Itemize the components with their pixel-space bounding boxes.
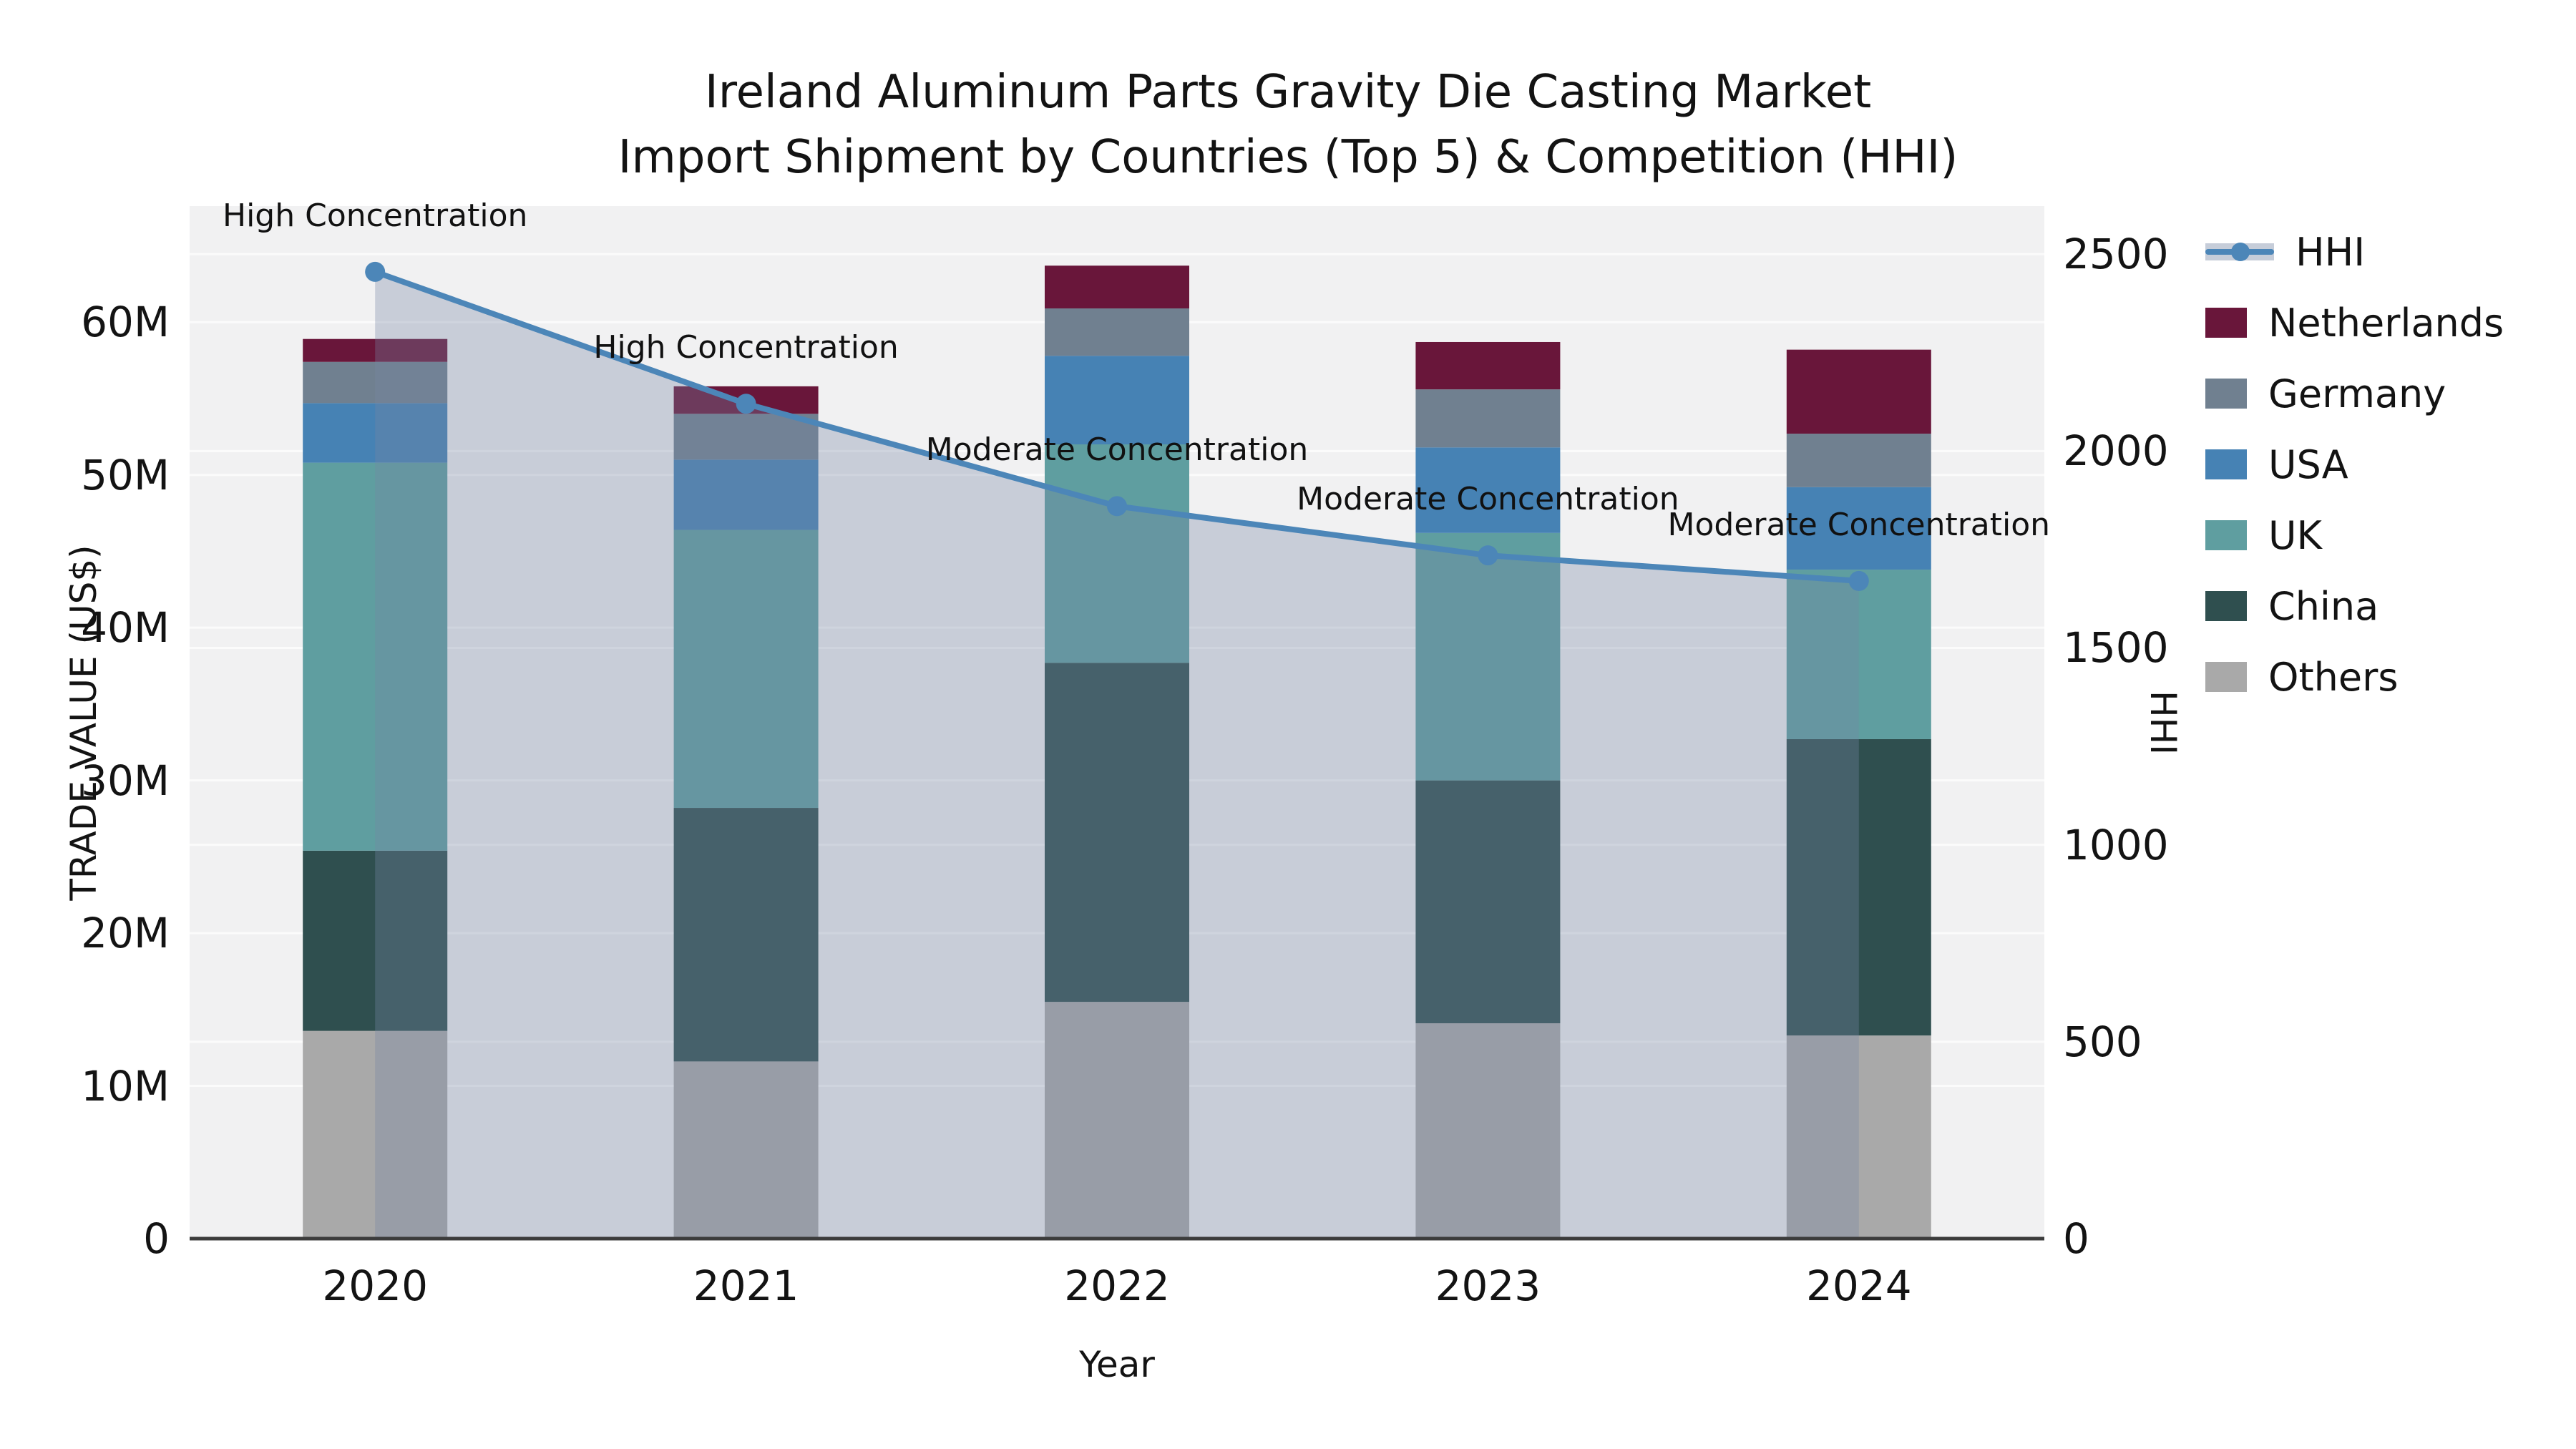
y-right-tick-0: 0 — [2063, 1214, 2089, 1263]
legend-swatch-icon — [2205, 662, 2247, 692]
bar-segment-2020-china — [303, 850, 448, 1031]
y-left-tick-60M: 60M — [81, 298, 170, 347]
legend-label: Others — [2268, 654, 2399, 700]
y-left-tick-10M: 10M — [81, 1061, 170, 1111]
bar-segment-2021-others — [673, 1061, 819, 1239]
legend-label: UK — [2268, 512, 2322, 558]
legend-item-hhi: HHI — [2205, 229, 2504, 275]
bar-segment-2023-netherlands — [1415, 341, 1561, 390]
bar-segment-2020-germany — [303, 361, 448, 404]
legend-swatch-icon — [2205, 379, 2247, 409]
bar-segment-2022-uk — [1045, 444, 1189, 663]
hhi-marker-2020 — [365, 261, 386, 282]
bar-segment-2021-usa — [673, 459, 819, 530]
hhi-marker-2021 — [736, 394, 756, 414]
bar-segment-2022-china — [1045, 663, 1189, 1002]
bar-segment-2024-uk — [1786, 570, 1931, 739]
x-tick-2021: 2021 — [693, 1262, 799, 1310]
legend-item-germany: Germany — [2205, 371, 2504, 416]
bar-segment-2021-uk — [673, 530, 819, 809]
legend-item-uk: UK — [2205, 512, 2504, 558]
legend-swatch-icon — [2205, 449, 2247, 479]
legend-item-china: China — [2205, 583, 2504, 629]
bar-segment-2024-others — [1786, 1035, 1931, 1239]
legend-label: HHI — [2296, 229, 2366, 275]
bar-segment-2024-germany — [1786, 434, 1931, 487]
hhi-marker-2024 — [1848, 570, 1869, 591]
bar-segment-2022-others — [1045, 1002, 1189, 1239]
legend-swatch-icon — [2205, 308, 2247, 338]
legend-swatch-icon — [2205, 591, 2247, 621]
hhi-line-swatch-icon — [2205, 237, 2274, 267]
hhi-area-fill — [375, 271, 1859, 1239]
y-left-tick-50M: 50M — [81, 450, 170, 499]
bar-segment-2020-netherlands — [303, 338, 448, 362]
bar-segment-2024-china — [1786, 738, 1931, 1036]
y-left-axis-title: TRADE VALUE (US$) — [63, 545, 104, 901]
y-right-axis-title: HHI — [2142, 691, 2184, 755]
bar-segment-2022-netherlands — [1045, 265, 1189, 309]
bar-segment-2020-others — [303, 1030, 448, 1239]
legend-swatch-icon — [2205, 520, 2247, 550]
legend: HHI Netherlands Germany USA UK China Others — [2205, 229, 2504, 700]
x-tick-2024: 2024 — [1805, 1262, 1912, 1310]
annotation-2024: Moderate Concentration — [1667, 506, 2051, 543]
bar-segment-2022-germany — [1045, 308, 1189, 356]
y-left-tick-30M: 30M — [81, 756, 170, 805]
legend-item-netherlands: Netherlands — [2205, 300, 2504, 346]
bar-segment-2023-usa — [1415, 447, 1561, 533]
legend-item-usa: USA — [2205, 441, 2504, 487]
legend-label: Netherlands — [2268, 300, 2504, 346]
legend-label: USA — [2268, 441, 2348, 487]
hhi-marker-2022 — [1107, 496, 1127, 517]
bar-segment-2022-usa — [1045, 356, 1189, 444]
y-right-tick-2000: 2000 — [2063, 426, 2169, 476]
y-right-tick-500: 500 — [2063, 1017, 2142, 1066]
bar-segment-2020-usa — [303, 403, 448, 463]
x-tick-2023: 2023 — [1435, 1262, 1541, 1310]
x-tick-2022: 2022 — [1064, 1262, 1170, 1310]
legend-label: Germany — [2268, 371, 2446, 416]
annotation-2020: High Concentration — [222, 197, 528, 234]
annotation-2021: High Concentration — [593, 329, 899, 366]
bar-segment-2023-germany — [1415, 389, 1561, 448]
x-axis-title: Year — [1079, 1344, 1155, 1385]
y-right-tick-1500: 1500 — [2063, 623, 2169, 673]
legend-label: China — [2268, 583, 2379, 629]
bar-segment-2023-others — [1415, 1023, 1561, 1239]
bar-segment-2024-usa — [1786, 487, 1931, 570]
legend-item-others: Others — [2205, 654, 2504, 700]
chart-title-line1: Ireland Aluminum Parts Gravity Die Casti… — [704, 66, 1872, 119]
chart-title: Ireland Aluminum Parts Gravity Die Casti… — [0, 60, 2576, 190]
bar-segment-2024-netherlands — [1786, 349, 1931, 434]
y-left-tick-20M: 20M — [81, 909, 170, 958]
y-left-tick-40M: 40M — [81, 603, 170, 653]
annotation-2022: Moderate Concentration — [925, 431, 1309, 469]
bar-segment-2021-china — [673, 808, 819, 1062]
hhi-marker-2023 — [1478, 545, 1498, 566]
bar-segment-2020-uk — [303, 462, 448, 851]
chart-title-line2: Import Shipment by Countries (Top 5) & C… — [618, 130, 1958, 184]
y-right-tick-2500: 2500 — [2063, 230, 2169, 279]
y-right-tick-1000: 1000 — [2063, 820, 2169, 869]
annotation-2023: Moderate Concentration — [1297, 481, 1679, 518]
y-left-tick-0: 0 — [143, 1214, 170, 1263]
bar-segment-2023-uk — [1415, 532, 1561, 781]
bar-segment-2021-germany — [673, 414, 819, 460]
x-tick-2020: 2020 — [322, 1262, 428, 1310]
bar-segment-2023-china — [1415, 780, 1561, 1024]
